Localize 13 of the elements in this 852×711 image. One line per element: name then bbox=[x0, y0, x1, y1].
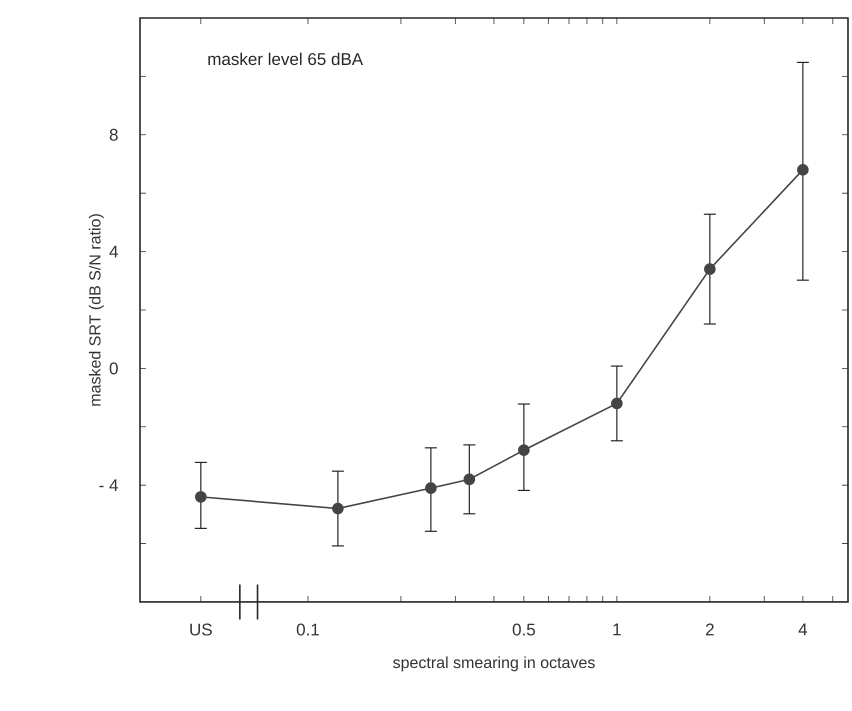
x-axis-title: spectral smearing in octaves bbox=[393, 656, 595, 672]
y-tick-label: - 4 bbox=[99, 479, 118, 492]
y-tick-label: 0 bbox=[110, 362, 118, 374]
y-axis-title: masked SRT (dB S/N ratio) bbox=[88, 214, 104, 406]
x-tick-label: 0.5 bbox=[512, 624, 535, 636]
x-tick-label: US bbox=[190, 624, 212, 636]
x-tick-label: 2 bbox=[706, 624, 714, 636]
y-tick-label: 8 bbox=[110, 128, 118, 141]
x-tick-label: 0.1 bbox=[296, 624, 319, 636]
x-tick-label: 4 bbox=[798, 624, 808, 636]
y-tick-label: 4 bbox=[109, 246, 118, 258]
x-tick-label: 1 bbox=[613, 624, 621, 636]
text: masker level 65 dBA bbox=[208, 52, 364, 66]
